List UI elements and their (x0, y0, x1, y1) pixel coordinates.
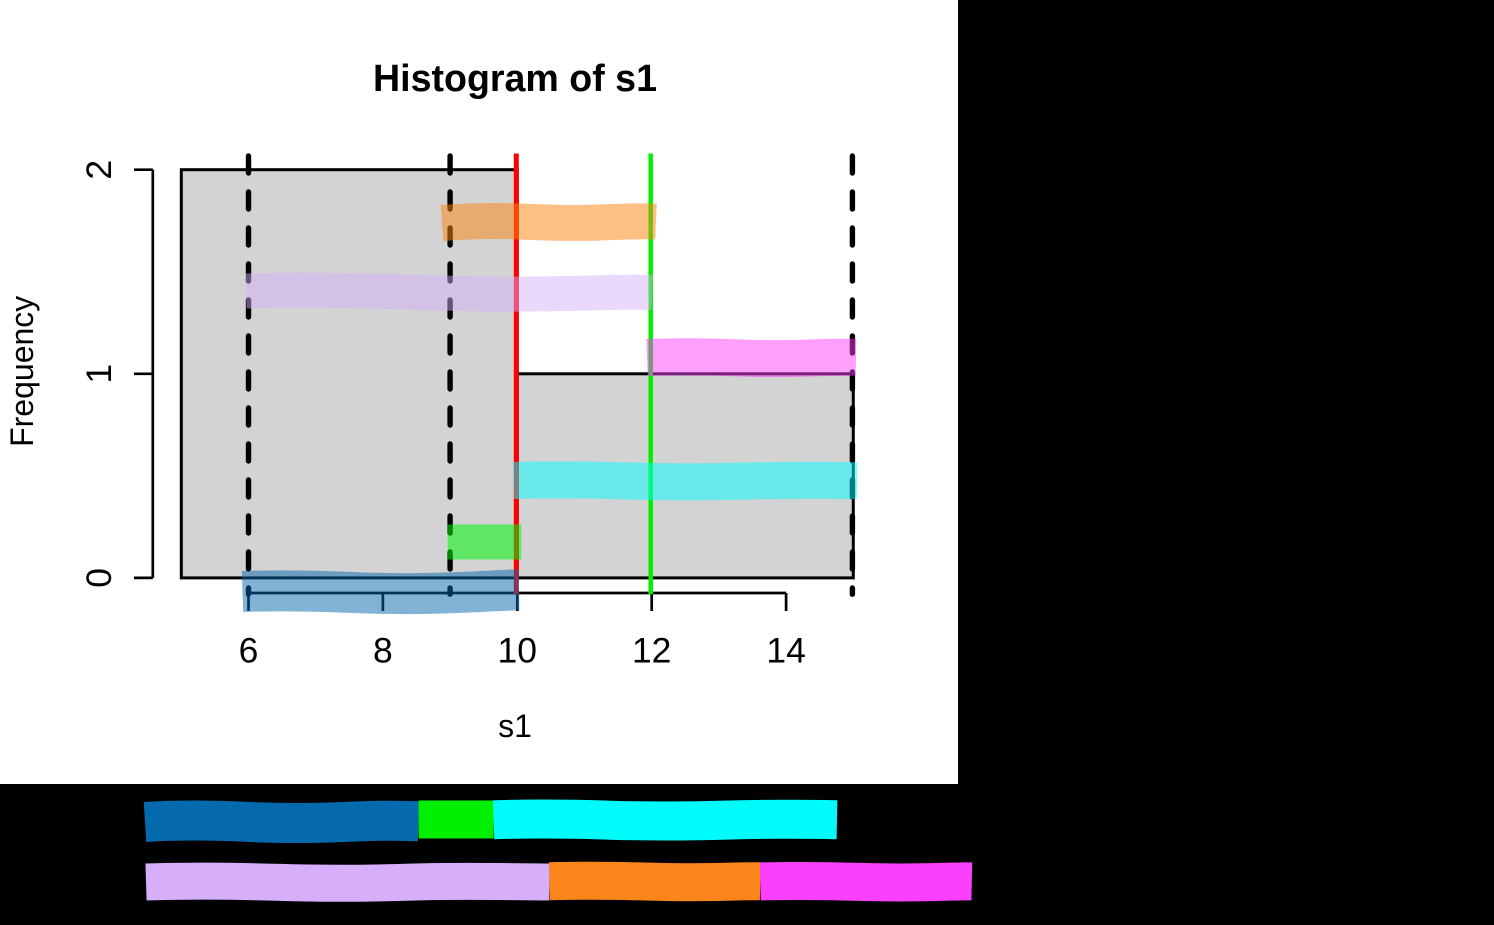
svg-text:Frequency: Frequency (4, 296, 40, 447)
svg-text:2: 2 (79, 160, 119, 180)
svg-text:1: 1 (79, 364, 119, 384)
svg-text:s1: s1 (498, 708, 532, 744)
svg-text:8: 8 (373, 631, 393, 671)
svg-text:10: 10 (498, 631, 538, 671)
svg-text:14: 14 (766, 631, 806, 671)
svg-text:6: 6 (239, 631, 259, 671)
svg-text:0: 0 (79, 568, 119, 588)
svg-text:Histogram of s1: Histogram of s1 (373, 57, 657, 99)
svg-text:12: 12 (632, 631, 672, 671)
